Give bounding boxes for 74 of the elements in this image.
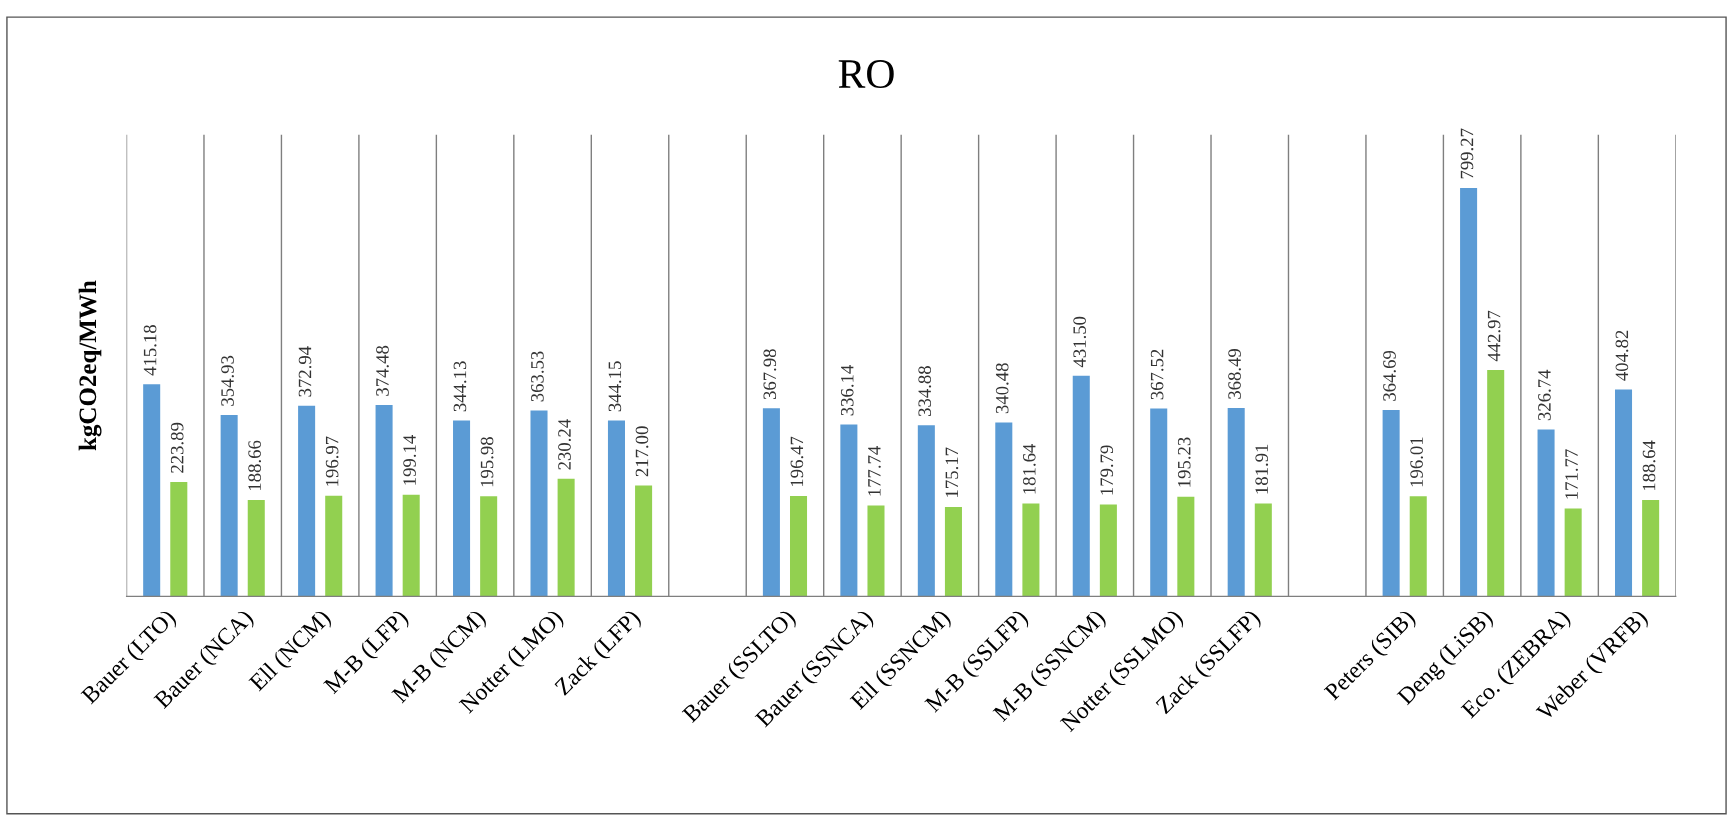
- bar: [1177, 496, 1195, 597]
- data-label: 223.89: [170, 422, 184, 473]
- bar: [1254, 503, 1272, 597]
- data-label: 199.14: [403, 435, 416, 485]
- bar: [1099, 504, 1117, 597]
- data-label: 196.47: [790, 436, 804, 487]
- y-axis-title: kgCO2eq/MWh: [78, 280, 102, 451]
- bar: [1460, 187, 1478, 597]
- bar: [840, 424, 858, 597]
- bar: [143, 384, 161, 597]
- data-label: 372.94: [298, 346, 312, 397]
- data-label: 179.79: [1100, 445, 1114, 495]
- data-label: 326.74: [1538, 369, 1551, 421]
- data-label: 367.98: [763, 349, 777, 400]
- bar: [635, 485, 653, 597]
- data-label: 334.88: [918, 366, 932, 417]
- data-label: 171.77: [1565, 449, 1578, 499]
- bar: [247, 499, 265, 597]
- bar: [298, 405, 316, 597]
- data-label: 177.74: [868, 445, 881, 496]
- data-label: 404.82: [1615, 330, 1629, 381]
- bar: [607, 420, 625, 597]
- bar: [944, 506, 962, 597]
- data-label: 196.01: [1410, 437, 1424, 487]
- bar: [1537, 429, 1555, 597]
- data-label: 175.17: [945, 447, 959, 497]
- bar: [375, 405, 393, 597]
- bar: [170, 481, 188, 597]
- bar: [867, 505, 885, 597]
- bar: [530, 410, 548, 597]
- chart-title: RO: [838, 60, 894, 89]
- data-label: 196.97: [325, 436, 339, 486]
- bar: [1150, 408, 1168, 597]
- data-label: 374.48: [376, 345, 389, 396]
- data-label: 364.69: [1383, 350, 1396, 401]
- data-label: 368.49: [1228, 348, 1241, 399]
- data-label: 188.66: [248, 440, 262, 490]
- bar: [325, 495, 343, 597]
- data-label: 344.13: [453, 361, 467, 412]
- data-label: 431.50: [1073, 316, 1087, 368]
- data-label: 344.15: [608, 361, 622, 412]
- data-label: 340.48: [995, 363, 1009, 414]
- data-label: 799.27: [1460, 128, 1474, 179]
- bar: [995, 422, 1013, 597]
- data-label: 336.14: [840, 365, 854, 416]
- data-label: 230.24: [558, 419, 571, 470]
- bar: [557, 478, 575, 597]
- bar: [790, 496, 808, 597]
- bar: [402, 494, 420, 597]
- bar: [1227, 408, 1245, 597]
- bar: [1615, 389, 1633, 597]
- bar: [1409, 496, 1427, 597]
- bar: [1022, 503, 1040, 597]
- bar: [453, 420, 471, 597]
- bar: [762, 408, 780, 597]
- data-label: 354.93: [221, 355, 234, 406]
- bar: [1487, 370, 1505, 597]
- data-label: 195.23: [1177, 437, 1191, 487]
- data-label: 181.91: [1255, 444, 1269, 494]
- bar: [1072, 375, 1090, 597]
- bar: [1382, 410, 1400, 597]
- data-label: 367.52: [1150, 349, 1164, 400]
- data-label: 415.18: [143, 325, 157, 376]
- data-label: 442.97: [1487, 310, 1501, 362]
- data-label: 195.98: [480, 437, 494, 487]
- bar: [1564, 508, 1582, 597]
- data-label: 217.00: [635, 426, 649, 477]
- bar: [480, 496, 498, 597]
- bar: [220, 415, 238, 597]
- data-label: 181.64: [1022, 443, 1036, 494]
- bar: [917, 425, 935, 597]
- bar: [1642, 500, 1660, 597]
- data-label: 188.64: [1642, 440, 1656, 491]
- data-label: 363.53: [531, 351, 544, 402]
